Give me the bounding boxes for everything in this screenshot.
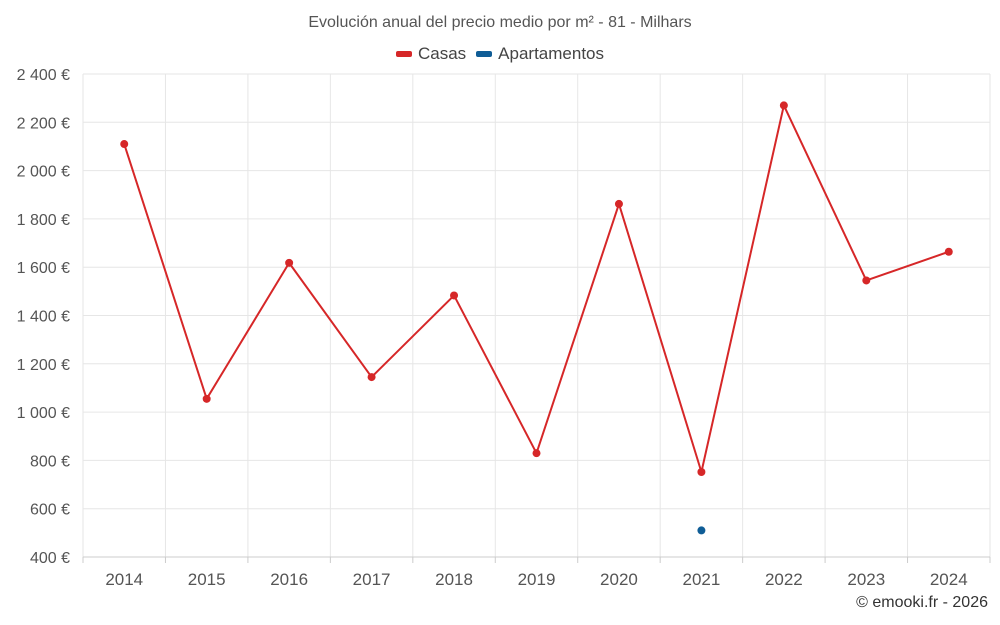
y-tick-label: 1 600 €: [17, 260, 70, 277]
y-tick-label: 1 200 €: [17, 357, 70, 374]
data-point-casas[interactable]: [944, 247, 953, 256]
chart-title: Evolución anual del precio medio por m² …: [308, 14, 692, 31]
credit-text: © emooki.fr - 2026: [856, 594, 988, 611]
x-tick-label: 2022: [765, 570, 803, 589]
x-tick-label: 2015: [188, 570, 226, 589]
data-point-casas[interactable]: [450, 291, 459, 300]
axes: 400 € 600 € 800 € 1 000 € 1 200 € 1 400 € 1 60…: [17, 67, 991, 589]
y-tick-label: 800 €: [30, 453, 70, 470]
y-tick-label: 2 000 €: [17, 164, 70, 181]
legend-item-casas[interactable]: Casas: [395, 44, 467, 64]
data-point-casas[interactable]: [202, 394, 211, 403]
y-tick-label: 2 200 €: [17, 115, 70, 132]
y-tick-label: 400 €: [30, 550, 70, 567]
x-tick-label: 2014: [105, 570, 143, 589]
legend-item-apartamentos[interactable]: Apartamentos: [476, 44, 604, 64]
grid-lines: [82, 73, 991, 558]
y-tick-label: 1 400 €: [17, 309, 70, 326]
series: [120, 101, 953, 535]
x-tick-label: 2020: [600, 570, 638, 589]
data-point-apartamentos[interactable]: [697, 526, 706, 535]
y-tick-label: 1 000 €: [17, 405, 70, 422]
x-tick-label: 2021: [682, 570, 720, 589]
data-point-casas[interactable]: [697, 467, 706, 476]
data-point-casas[interactable]: [779, 101, 788, 110]
x-tick-label: 2017: [353, 570, 391, 589]
x-tick-label: 2018: [435, 570, 473, 589]
data-point-casas[interactable]: [614, 199, 623, 208]
legend-swatch-apartamentos: [476, 51, 493, 57]
data-point-casas[interactable]: [862, 276, 871, 285]
y-tick-label: 600 €: [30, 502, 70, 519]
data-point-casas[interactable]: [285, 258, 294, 267]
legend-label-apartamentos: Apartamentos: [498, 44, 605, 63]
x-tick-label: 2023: [847, 570, 885, 589]
y-tick-label: 1 800 €: [17, 212, 70, 229]
y-tick-label: 2 400 €: [17, 67, 70, 84]
legend-swatch-casas: [395, 51, 412, 57]
x-tick-label: 2019: [518, 570, 556, 589]
data-point-casas[interactable]: [367, 373, 376, 382]
legend-label-casas: Casas: [417, 44, 467, 63]
x-tick-label: 2024: [930, 570, 968, 589]
data-point-casas[interactable]: [532, 449, 541, 458]
legend: Casas Apartamentos: [0, 44, 1000, 64]
data-point-casas[interactable]: [120, 140, 129, 149]
x-tick-label: 2016: [270, 570, 308, 589]
